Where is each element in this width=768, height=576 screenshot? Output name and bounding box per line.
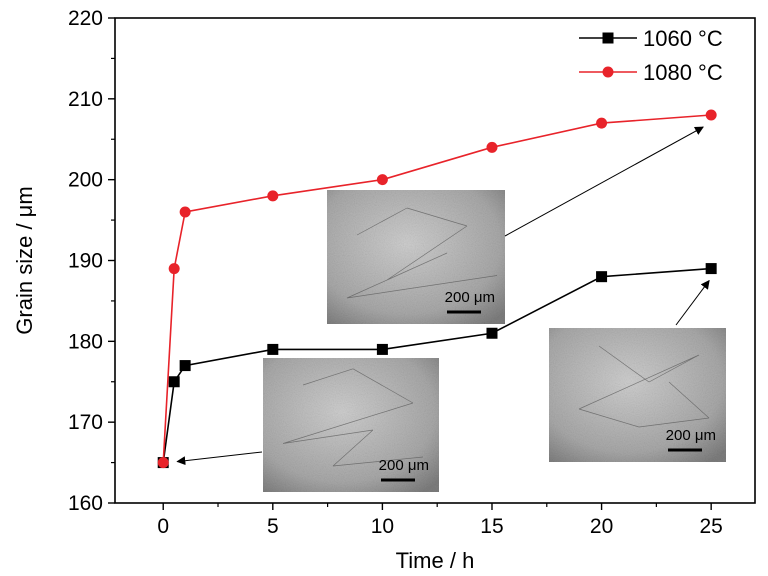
x-axis-title: Time / h [396,548,475,573]
x-tick-label: 15 [480,515,503,538]
data-point [376,343,388,355]
scale-bar-label: 200 μm [445,289,495,306]
scale-bar-label: 200 μm [666,427,716,444]
data-point [168,263,180,275]
data-point [596,117,608,129]
data-point [596,271,608,283]
data-point [705,109,717,121]
data-point [179,206,191,218]
y-tick-label: 160 [68,492,103,515]
micrograph-image [327,190,505,324]
y-axis-title: Grain size / μm [12,186,37,334]
data-point [486,327,498,339]
y-tick-label: 220 [68,7,103,30]
micrograph-image [549,328,726,462]
x-tick-label: 25 [699,515,722,538]
data-point [168,376,180,388]
data-point [486,141,498,153]
y-tick-label: 200 [68,169,103,192]
series-2 [157,109,717,469]
legend-label: 1080 °C [643,60,723,85]
legend-marker [602,32,614,44]
data-point [267,190,279,202]
micrograph-1060-25h: 200 μm [549,279,726,462]
x-tick-label: 5 [267,515,279,538]
y-tick-label: 170 [68,411,103,434]
data-point [376,174,388,186]
micrograph-1080-25h: 200 μm [327,126,704,324]
micrograph-image [263,358,439,492]
y-tick-label: 180 [68,330,103,353]
y-tick-label: 190 [68,250,103,273]
legend-entry-2: 1080 °C [579,60,723,85]
scale-bar-label: 200 μm [379,457,429,474]
x-tick-label: 20 [590,515,613,538]
grain-boundaries [578,345,710,428]
data-point [705,263,717,275]
micrograph-initial: 200 μm [176,358,439,492]
x-tick-label: 0 [157,515,169,538]
grain-boundaries [346,207,498,299]
data-point [157,457,169,469]
pointer-arrow [675,279,710,326]
y-tick-label: 210 [68,88,103,111]
legend-marker [602,66,614,78]
legend-entry-1: 1060 °C [579,26,723,51]
legend-label: 1060 °C [643,26,723,51]
data-point [267,343,279,355]
pointer-arrow [176,451,263,466]
grain-boundaries [282,368,424,467]
x-tick-label: 10 [371,515,394,538]
pointer-arrow [504,126,704,237]
series-line [162,114,712,463]
data-point [179,360,191,372]
